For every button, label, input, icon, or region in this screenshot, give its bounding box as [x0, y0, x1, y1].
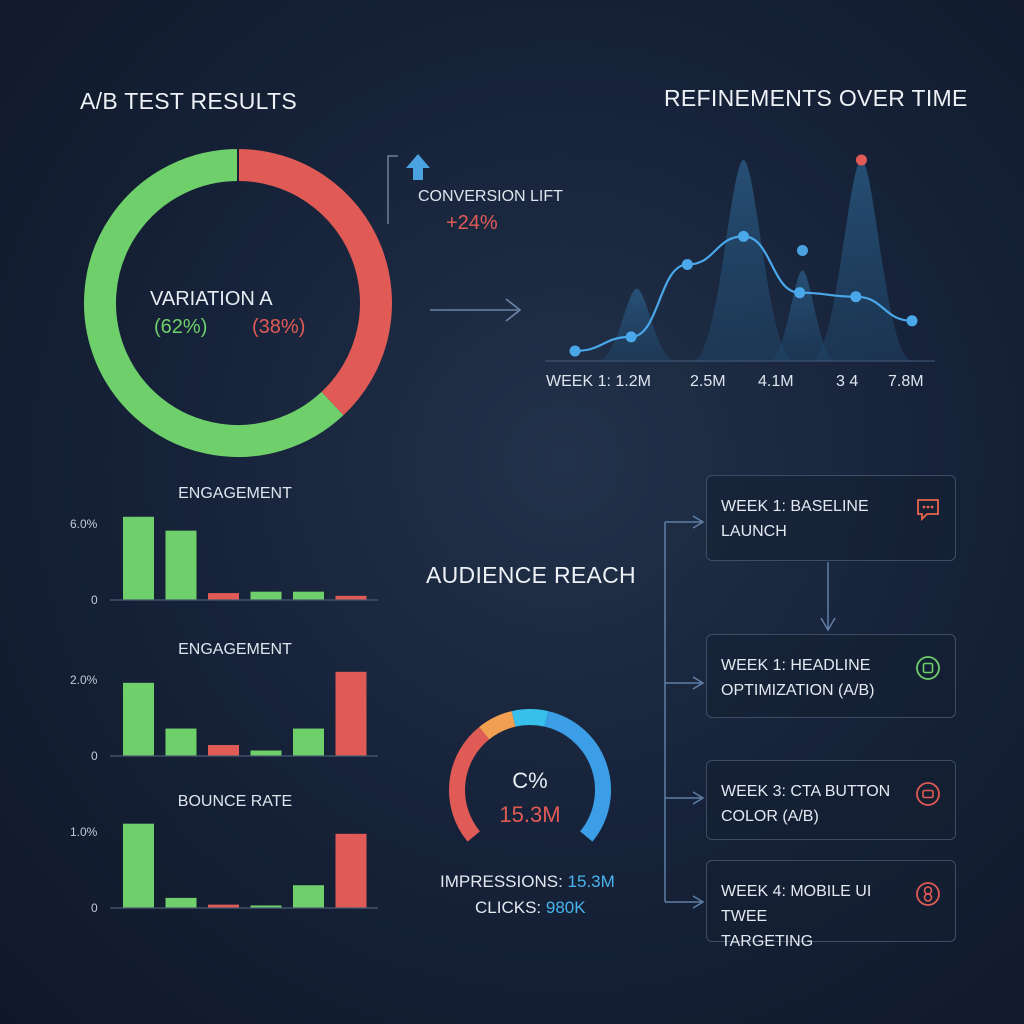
refinements-peak [597, 288, 677, 361]
clicks-label: CLICKS: [475, 898, 542, 917]
refinements-point [625, 331, 637, 343]
bar [208, 745, 239, 756]
refinements-point [738, 230, 749, 242]
bar [335, 833, 367, 908]
refinements-highlight-point [796, 244, 808, 256]
timeline-step-1: WEEK 1: BASELINE LAUNCH [706, 475, 956, 561]
audience-reach-title: AUDIENCE REACH [426, 562, 636, 588]
refinements-tick-label: 3 4 [836, 373, 858, 390]
gauge-value: 15.3M [499, 802, 561, 827]
gauge-segment [511, 709, 549, 727]
bar [123, 682, 154, 756]
timeline-step-2: WEEK 1: HEADLINE OPTIMIZATION (A/B) [706, 634, 956, 718]
audience-gauge [449, 709, 611, 842]
bar-chart-title: ENGAGEMENT [178, 485, 292, 502]
bar [250, 905, 282, 908]
gauge-segment [544, 711, 611, 842]
refinements-title: REFINEMENTS OVER TIME [664, 85, 968, 111]
bar [208, 593, 239, 600]
conversion-lift-value: +24% [446, 212, 498, 234]
bar [335, 671, 367, 756]
timeline-step-4-text: WEEK 4: MOBILE UI TWEE TARGETING [721, 883, 872, 950]
bar [123, 516, 154, 600]
gauge-segment [449, 726, 490, 842]
button-icon [916, 782, 940, 806]
bar [250, 750, 282, 756]
bar-chart-ytick-top: 2.0% [70, 673, 98, 687]
bar [293, 885, 324, 908]
donut-slice-a [84, 149, 344, 457]
infinity-icon [916, 882, 940, 906]
conversion-bracket [387, 154, 430, 224]
ab-test-donut [84, 149, 392, 457]
impressions-row: IMPRESSIONS: 15.3M [440, 872, 615, 892]
bar [208, 904, 239, 908]
refinements-point [681, 259, 693, 271]
chat-icon [917, 499, 939, 522]
bar [293, 591, 324, 600]
refinements-peak [692, 160, 795, 361]
gauge-segment [479, 711, 516, 740]
timeline-step-4: WEEK 4: MOBILE UI TWEE TARGETING [706, 860, 956, 950]
bar-chart-bounce-rate: BOUNCE RATE 1.0% 0 [70, 793, 378, 915]
donut-pct-b: (38%) [252, 316, 306, 338]
bar-chart-title: BOUNCE RATE [178, 793, 292, 810]
bar-chart-ytick-zero: 0 [91, 593, 98, 607]
bar-chart-ytick-zero: 0 [91, 901, 98, 915]
ab-test-title: A/B TEST RESULTS [80, 88, 297, 114]
refinements-point [906, 315, 918, 327]
refinements-chart: WEEK 1: 1.2M 2.5M 4.1M 3 4 7.8M [545, 154, 935, 390]
refinements-tick-label: WEEK 1: 1.2M [546, 373, 651, 390]
gauge-label: C% [512, 768, 548, 793]
bar-chart-ytick-top: 1.0% [70, 825, 98, 839]
donut-pct-a: (62%) [154, 316, 208, 338]
refinements-peak [810, 160, 912, 361]
timeline-step-3: WEEK 3: CTA BUTTON COLOR (A/B) [706, 760, 956, 840]
refinements-tick-label: 2.5M [690, 373, 726, 390]
bar [165, 897, 197, 908]
arrow-right-icon [430, 298, 522, 322]
timeline-down-arrow [820, 562, 836, 632]
bar-chart-engagement-2: ENGAGEMENT 2.0% 0 [70, 641, 378, 763]
square-badge-icon [916, 656, 940, 680]
refinements-peak [768, 270, 837, 361]
bar [165, 728, 197, 756]
bar [335, 595, 367, 600]
bar [293, 728, 324, 756]
bar [123, 823, 154, 908]
bar-chart-ytick-top: 6.0% [70, 517, 98, 531]
bar [250, 591, 282, 600]
refinements-tick-label: 4.1M [758, 373, 794, 390]
donut-center-label: VARIATION A [150, 288, 273, 310]
bar [165, 530, 197, 600]
bar-chart-engagement-1: ENGAGEMENT 6.0% 0 [70, 485, 378, 607]
timeline-step-3-text: WEEK 3: CTA BUTTON COLOR (A/B) [721, 783, 891, 825]
timeline-step-1-text: WEEK 1: BASELINE LAUNCH [721, 498, 869, 540]
refinements-point [850, 291, 862, 303]
timeline-step-2-text: WEEK 1: HEADLINE OPTIMIZATION (A/B) [721, 657, 875, 699]
bar-chart-title: ENGAGEMENT [178, 641, 292, 658]
clicks-value: 980K [545, 898, 586, 917]
donut-slice-b [237, 149, 392, 416]
refinements-point [569, 345, 581, 357]
timeline-connector [664, 515, 705, 909]
clicks-row: CLICKS: 980K [475, 898, 586, 918]
refinements-tick-label: 7.8M [888, 373, 924, 390]
impressions-value: 15.3M [567, 872, 615, 891]
up-arrow-icon [406, 154, 430, 180]
bar-chart-ytick-zero: 0 [91, 749, 98, 763]
impressions-label: IMPRESSIONS: [440, 872, 563, 891]
conversion-lift-label: CONVERSION LIFT [418, 188, 563, 205]
refinements-highlight-point [855, 154, 867, 166]
refinements-point [794, 287, 806, 299]
